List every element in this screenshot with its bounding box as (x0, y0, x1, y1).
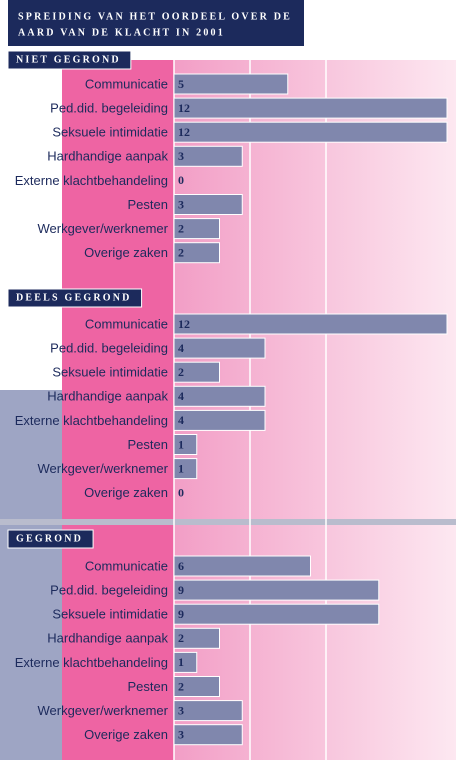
bar (173, 145, 243, 167)
value-label: 2 (178, 631, 184, 645)
category-label: Hardhandige aanpak (47, 389, 168, 404)
bar (173, 337, 266, 359)
category-label: Communicatie (85, 558, 168, 573)
value-label: 12 (178, 101, 190, 115)
category-label: Communicatie (85, 76, 168, 91)
panel-header-box (7, 288, 143, 308)
bar (173, 458, 198, 480)
value-label: 3 (178, 727, 184, 741)
left-block (0, 390, 62, 760)
category-label: Seksuele intimidatie (52, 607, 168, 622)
category-label: Overige zaken (84, 245, 168, 260)
category-label: Communicatie (85, 316, 168, 331)
bar (173, 242, 220, 264)
value-label: 3 (178, 197, 184, 211)
value-label: 2 (178, 245, 184, 259)
title-line: AARD VAN DE KLACHT IN 2001 (18, 27, 225, 38)
bar (173, 409, 266, 431)
value-label: 5 (178, 77, 184, 91)
value-label: 3 (178, 703, 184, 717)
category-label: Ped.did. begeleiding (50, 101, 168, 116)
bar (173, 385, 266, 407)
bar (173, 724, 243, 746)
panel-header: NIET GEGROND (16, 54, 121, 65)
bar (173, 121, 448, 143)
bar (173, 218, 220, 240)
title-box (8, 0, 304, 46)
value-label: 2 (178, 365, 184, 379)
value-label: 6 (178, 559, 184, 573)
bar (173, 194, 243, 215)
panel-header: DEELS GEGROND (16, 292, 132, 303)
value-label: 4 (178, 389, 184, 403)
category-label: Seksuele intimidatie (52, 125, 168, 140)
bar (173, 627, 220, 649)
value-label: 0 (178, 173, 184, 187)
category-label: Pesten (128, 437, 168, 452)
value-label: 0 (178, 485, 184, 499)
value-label: 12 (178, 317, 190, 331)
category-label: Werkgever/werknemer (37, 461, 168, 476)
category-label: Ped.did. begeleiding (50, 341, 168, 356)
bar (173, 700, 243, 722)
separator (0, 519, 456, 525)
bar (173, 603, 380, 625)
bar (173, 361, 220, 383)
panel-header-box (7, 529, 94, 549)
bar (173, 651, 198, 673)
value-label: 3 (178, 149, 184, 163)
category-label: Externe klachtbehandeling (15, 413, 168, 428)
value-label: 9 (178, 583, 184, 597)
bar (173, 676, 220, 697)
category-label: Werkgever/werknemer (37, 703, 168, 718)
value-label: 1 (178, 461, 184, 475)
category-label: Hardhandige aanpak (47, 631, 168, 646)
bar (173, 579, 380, 601)
bar (173, 434, 198, 455)
panel-header: GEGROND (16, 533, 83, 544)
bar (173, 555, 311, 577)
value-label: 2 (178, 679, 184, 693)
value-label: 2 (178, 221, 184, 235)
pink-band (62, 60, 174, 760)
value-label: 9 (178, 607, 184, 621)
value-label: 12 (178, 125, 190, 139)
category-label: Externe klachtbehandeling (15, 655, 168, 670)
category-label: Overige zaken (84, 485, 168, 500)
value-label: 1 (178, 437, 184, 451)
category-label: Pesten (128, 679, 168, 694)
value-label: 1 (178, 655, 184, 669)
category-label: Seksuele intimidatie (52, 365, 168, 380)
category-label: Pesten (128, 197, 168, 212)
value-label: 4 (178, 341, 184, 355)
bar (173, 313, 448, 335)
category-label: Externe klachtbehandeling (15, 173, 168, 188)
category-label: Werkgever/werknemer (37, 221, 168, 236)
bar (173, 97, 448, 119)
category-label: Ped.did. begeleiding (50, 583, 168, 598)
category-label: Hardhandige aanpak (47, 149, 168, 164)
category-label: Overige zaken (84, 727, 168, 742)
title-line: SPREIDING VAN HET OORDEEL OVER DE (18, 11, 292, 22)
value-label: 4 (178, 413, 184, 427)
bar (173, 73, 289, 95)
panel-header-box (7, 50, 132, 70)
